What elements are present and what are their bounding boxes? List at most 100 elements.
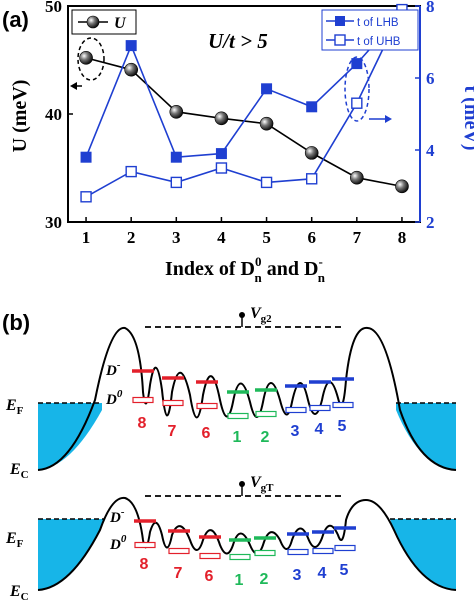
gate-label-top: Vg2 bbox=[250, 305, 272, 325]
panel-a: (a) 1 2 3 4 5 6 7 8 30 40 50 2 4 6 8 U/t > 5 U t of LH… bbox=[2, 0, 474, 285]
legend-lhb-text: t of LHB bbox=[357, 17, 399, 29]
lhb-point bbox=[261, 83, 273, 95]
dzero-label-top: D0 bbox=[105, 388, 123, 408]
dot-index-label: 6 bbox=[205, 568, 214, 585]
legend-uhb-marker bbox=[334, 34, 346, 46]
legend-u-marker bbox=[86, 15, 100, 29]
u-point bbox=[79, 51, 93, 65]
dot-index-label: 5 bbox=[338, 418, 347, 435]
ef-label-top: EF bbox=[5, 397, 24, 417]
dot-index-label: 2 bbox=[261, 429, 270, 446]
series-layer bbox=[79, 3, 409, 203]
lhb-point bbox=[351, 58, 363, 70]
uhb-point bbox=[170, 176, 183, 189]
dzero-level bbox=[334, 544, 356, 552]
uhb-point bbox=[305, 173, 318, 185]
dzero-level bbox=[168, 547, 190, 555]
x-axis-title: Index of D0 n and D-n bbox=[165, 254, 326, 285]
uhb-point bbox=[260, 176, 273, 189]
ratio-annotation: U/t > 5 bbox=[208, 29, 268, 53]
u-point bbox=[350, 170, 364, 185]
x-tick-label: 1 bbox=[82, 228, 91, 247]
dminus-label-top: D- bbox=[105, 359, 121, 379]
uhb-point bbox=[80, 191, 92, 203]
dot-index-label: 5 bbox=[340, 562, 349, 579]
ef-label-bottom: EF bbox=[5, 530, 24, 550]
u-point bbox=[395, 179, 409, 194]
u-point bbox=[304, 146, 319, 160]
y-right-tick-label: 4 bbox=[426, 141, 435, 160]
dzero-label-bottom: D0 bbox=[109, 533, 127, 553]
y-left-tick-label: 30 bbox=[45, 213, 62, 232]
uhb-point bbox=[215, 162, 228, 174]
dot-index-label: 7 bbox=[174, 565, 183, 582]
u-point bbox=[169, 105, 184, 119]
gate-dot-top bbox=[239, 312, 245, 318]
dzero-level bbox=[196, 402, 218, 410]
dzero-level bbox=[199, 552, 221, 560]
dzero-level bbox=[162, 399, 184, 407]
dzero-level bbox=[312, 547, 334, 555]
lhb-point bbox=[170, 151, 182, 163]
x-tick-label: 6 bbox=[307, 228, 316, 247]
dzero-level bbox=[254, 549, 276, 557]
axes: 1 2 3 4 5 6 7 8 30 40 50 2 4 6 8 bbox=[45, 0, 435, 247]
x-tick-label: 8 bbox=[398, 228, 407, 247]
dot-index-label: 7 bbox=[168, 423, 177, 440]
highlight-ellipse-left bbox=[77, 37, 105, 81]
diagram-bottom: VgT EF EC D- D0 8 7 6 1 2 3 4 5 bbox=[5, 474, 457, 603]
left-lead-top bbox=[38, 403, 102, 470]
potential-profile-top bbox=[37, 326, 457, 471]
ec-label-bottom: EC bbox=[9, 583, 29, 603]
u-point bbox=[124, 62, 138, 77]
dzero-level bbox=[309, 404, 331, 412]
y-right-tick-label: 6 bbox=[426, 69, 435, 88]
dot-index-label: 3 bbox=[293, 567, 302, 584]
x-tick-label: 2 bbox=[127, 228, 136, 247]
dzero-level bbox=[134, 541, 156, 549]
lhb-point bbox=[306, 101, 318, 113]
x-tick-label: 5 bbox=[262, 228, 271, 247]
x-tick-label: 3 bbox=[172, 228, 181, 247]
y-left-tick-label: 40 bbox=[45, 105, 62, 124]
y-axis-left-title: U (meV) bbox=[9, 80, 31, 153]
right-lead-top bbox=[396, 403, 456, 470]
gate-label-bottom: VgT bbox=[250, 474, 274, 494]
dzero-level bbox=[132, 396, 154, 404]
dzero-level bbox=[287, 548, 309, 556]
panel-b-label: (b) bbox=[2, 310, 30, 335]
lhb-point bbox=[80, 151, 92, 163]
dminus-label-bottom: D- bbox=[109, 506, 125, 526]
u-point bbox=[214, 111, 229, 126]
series-line-1 bbox=[85, 12, 403, 159]
uhb-point bbox=[351, 97, 363, 109]
energy-levels-bottom: 8 7 6 1 2 3 4 5 bbox=[134, 519, 356, 589]
y-right-tick-label: 2 bbox=[426, 213, 435, 232]
y-right-tick-label: 8 bbox=[426, 0, 435, 16]
series-line-2 bbox=[85, 9, 403, 198]
x-tick-label: 7 bbox=[353, 228, 362, 247]
ec-label-top: EC bbox=[9, 461, 29, 481]
dzero-level bbox=[332, 401, 354, 409]
dot-index-label: 8 bbox=[140, 556, 149, 573]
arrow-left-head bbox=[70, 82, 77, 90]
left-lead-bottom bbox=[38, 519, 104, 590]
highlight-ellipse-right bbox=[344, 56, 370, 122]
legend-right: t of LHB t of UHB bbox=[321, 9, 419, 51]
legend-lhb-marker bbox=[335, 16, 345, 26]
gate-dot-bottom bbox=[239, 481, 245, 487]
lhb-point bbox=[125, 40, 137, 52]
legend-u-text: U bbox=[114, 15, 127, 32]
dot-index-label: 6 bbox=[202, 425, 211, 442]
dot-index-label: 1 bbox=[233, 429, 242, 446]
dot-index-label: 1 bbox=[235, 572, 244, 589]
arrow-right-head bbox=[385, 115, 392, 123]
panel-a-label: (a) bbox=[2, 7, 29, 32]
potential-profile-bottom bbox=[37, 496, 457, 591]
legend-uhb-text: t of UHB bbox=[357, 36, 401, 48]
y-axis-right-title: t (meV) bbox=[460, 86, 474, 151]
right-lead-bottom bbox=[390, 519, 456, 590]
